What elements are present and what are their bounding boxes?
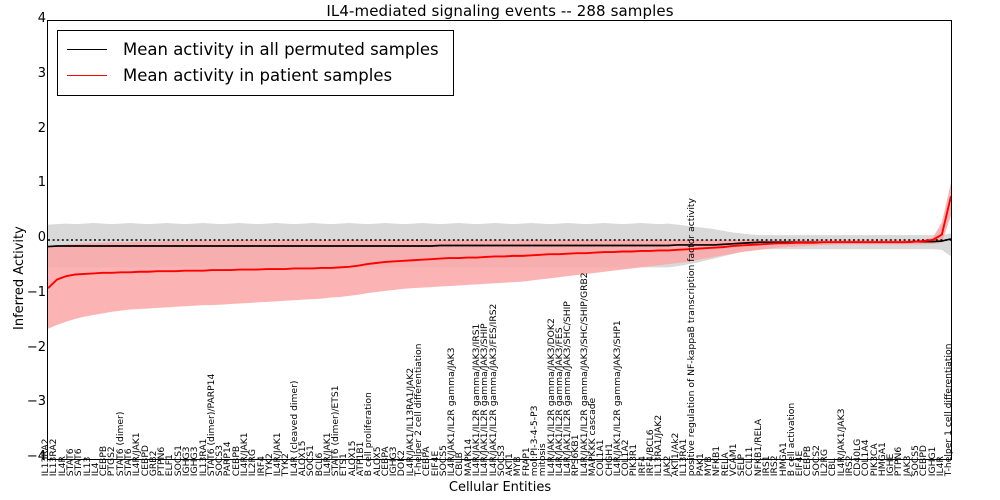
y-tick-label: −3	[26, 394, 46, 410]
legend-entry: Mean activity in patient samples	[67, 62, 439, 88]
legend-swatch-permuted	[67, 48, 107, 50]
patient-mean-line	[48, 195, 951, 289]
legend-label-patient: Mean activity in patient samples	[123, 65, 393, 85]
legend-label-permuted: Mean activity in all permuted samples	[123, 39, 439, 59]
x-tick-label: CBL	[827, 458, 838, 476]
y-tick-label: 3	[37, 65, 46, 81]
legend: Mean activity in all permuted samples Me…	[57, 30, 454, 96]
x-tick-label: IL4	[89, 462, 101, 476]
y-tick-label: −1	[26, 284, 46, 300]
legend-entry: Mean activity in all permuted samples	[67, 36, 439, 62]
y-tick-label: −4	[26, 449, 46, 464]
y-tick-label: 2	[37, 120, 46, 136]
y-tick-label: −2	[26, 339, 46, 355]
y-tick-label: 4	[37, 11, 46, 26]
x-axis-label: Cellular Entities	[448, 480, 552, 495]
y-tick-label: 0	[37, 230, 46, 245]
plot-svg	[48, 182, 951, 329]
y-tick-label: 1	[37, 175, 46, 191]
legend-swatch-patient	[67, 74, 107, 76]
chart-title: IL4-mediated signaling events -- 288 sam…	[326, 2, 674, 20]
